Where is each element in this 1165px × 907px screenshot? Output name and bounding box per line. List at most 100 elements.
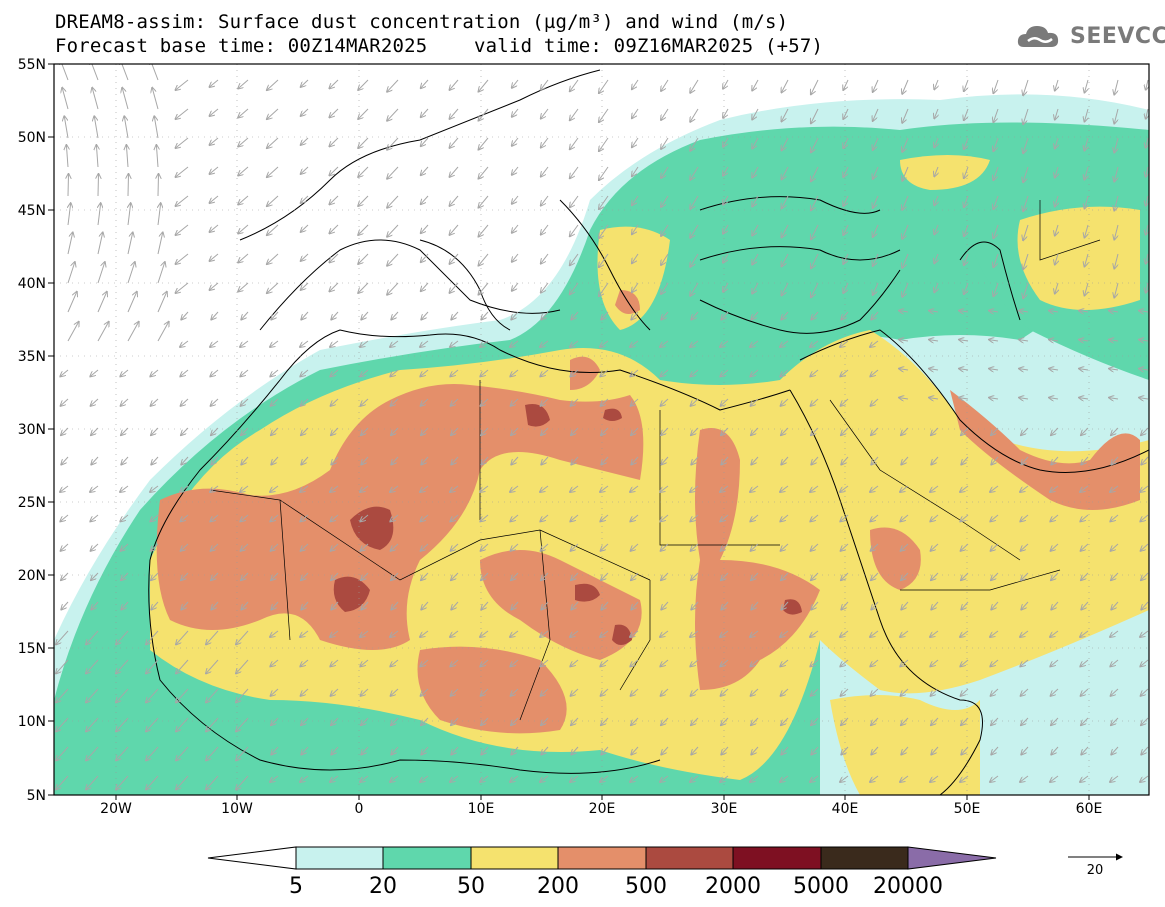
wind-arrow — [930, 630, 939, 637]
lon-label: 50E — [954, 801, 981, 817]
wind-arrow — [391, 456, 399, 465]
wind-arrow — [541, 253, 549, 264]
wind-arrow — [571, 601, 579, 610]
wind-arrow — [267, 253, 279, 264]
wind-arrow — [601, 746, 609, 755]
wind-arrow — [1111, 572, 1119, 580]
wind-arrow — [1055, 137, 1058, 149]
wind-arrow — [121, 456, 129, 465]
wind-arrow — [181, 398, 189, 406]
wind-arrow — [873, 137, 879, 150]
wind-arrow — [811, 224, 819, 239]
wind-arrow — [1081, 717, 1089, 725]
wind-arrow — [206, 717, 219, 731]
wind-arrow — [600, 630, 609, 637]
wind-arrow — [660, 514, 669, 521]
wind-arrow — [1110, 630, 1119, 637]
wind-arrow — [241, 601, 249, 610]
wind-arrow — [900, 485, 909, 492]
wind-arrow — [540, 340, 549, 347]
colorbar-bin-50-200 — [470, 846, 559, 870]
wind-arrow — [512, 253, 519, 262]
colorbar-bin-500-2000 — [645, 846, 734, 870]
wind-arrow — [301, 543, 309, 551]
wind-arrow — [1146, 166, 1148, 177]
wind-arrow — [1139, 398, 1149, 399]
wind-arrow — [811, 311, 819, 320]
wind-arrow — [210, 253, 219, 261]
wind-arrow — [541, 282, 549, 293]
wind-arrow — [150, 485, 159, 492]
wind-arrow — [600, 340, 609, 347]
wind-arrow — [750, 775, 759, 782]
lat-label: 5N — [27, 788, 46, 804]
wind-arrow — [751, 311, 759, 320]
wind-arrow — [358, 282, 369, 293]
wind-arrow — [330, 369, 339, 376]
wind-arrow — [781, 543, 789, 551]
wind-arrow — [1023, 282, 1029, 298]
wind-arrow — [67, 292, 77, 313]
wind-arrow — [720, 485, 729, 492]
wind-arrow — [421, 79, 429, 88]
wind-arrow — [238, 166, 249, 176]
wind-arrow — [541, 311, 549, 320]
wind-arrow — [1141, 601, 1149, 610]
wind-arrow — [146, 630, 159, 644]
wind-arrow — [421, 224, 429, 233]
wind-arrow — [300, 340, 309, 347]
wind-arrow — [120, 64, 129, 81]
wind-arrow — [599, 282, 609, 296]
wind-arrow — [270, 659, 279, 666]
wind-arrow — [1141, 746, 1149, 755]
wind-arrow — [782, 282, 789, 295]
plot-area — [54, 64, 1149, 795]
wind-arrow — [1049, 311, 1059, 312]
wind-arrow — [1114, 137, 1119, 153]
wind-arrow — [358, 195, 369, 206]
wind-arrow — [720, 369, 729, 376]
wind-arrow — [56, 659, 69, 673]
wind-arrow — [270, 369, 279, 376]
wind-arrow — [480, 485, 489, 492]
wind-arrow — [990, 659, 999, 666]
wind-arrow — [1021, 572, 1029, 580]
wind-arrow — [150, 369, 159, 376]
wind-arrow — [510, 630, 519, 637]
wind-arrow — [781, 572, 789, 580]
wind-arrow — [210, 369, 219, 376]
wind-arrow — [331, 398, 339, 406]
wind-arrow — [630, 340, 639, 347]
wind-arrow — [990, 775, 999, 782]
wind-arrow — [601, 717, 609, 725]
wind-arrow — [1051, 688, 1059, 696]
wind-arrow — [450, 108, 459, 119]
wind-arrow — [660, 775, 669, 782]
wind-arrow — [570, 630, 579, 637]
wind-arrow — [721, 543, 729, 551]
wind-arrow — [720, 514, 729, 521]
wind-arrow — [1050, 659, 1059, 666]
wind-arrow — [931, 601, 939, 610]
wind-arrow — [301, 688, 309, 696]
wind-arrow — [934, 79, 938, 89]
wind-arrow — [481, 543, 489, 551]
wind-arrow — [450, 369, 459, 376]
wind-arrow — [871, 572, 879, 580]
wind-arrow — [479, 108, 489, 121]
wind-arrow — [960, 659, 969, 666]
wind-arrow — [600, 659, 609, 666]
wind-arrow — [420, 775, 429, 782]
wind-arrow — [450, 514, 459, 521]
wind-arrow — [660, 485, 669, 492]
wind-arrow — [387, 195, 399, 208]
wind-arrow — [720, 630, 729, 637]
wind-arrow — [751, 688, 759, 696]
wind-arrow — [901, 543, 909, 551]
wind-arrow — [1079, 311, 1089, 312]
wind-arrow — [1114, 79, 1119, 95]
wind-arrow — [176, 224, 189, 235]
wind-arrow — [631, 717, 639, 725]
wind-arrow — [570, 224, 579, 236]
wind-arrow — [840, 775, 849, 782]
